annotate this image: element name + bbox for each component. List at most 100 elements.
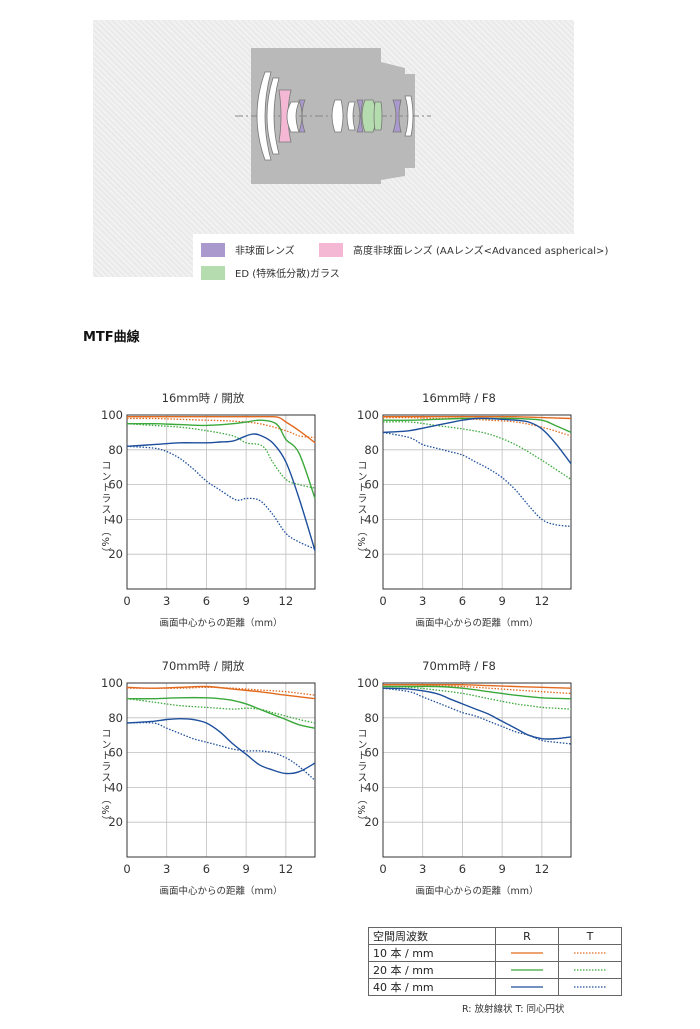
mtf-chart-4: 70mm時 / F8 0 3 6 9 12 100 80 60 40 20 コントラスト（%） 画面中心… [323,653,583,913]
key-header-r: R [495,927,559,945]
lens-diagram [235,48,431,184]
y-tick-label: 20 [364,815,379,829]
x-tick-label: 6 [459,862,466,876]
x-tick-label: 0 [379,862,386,876]
lens-element-12 [404,95,414,137]
x-tick-label: 3 [163,594,170,608]
x-tick-label: 12 [279,862,294,876]
lens-element-asph-2 [356,99,364,133]
key-label-10: 10 本 / mm [368,944,496,962]
lens-element-asph-1 [298,99,306,133]
plot-frame [382,414,572,590]
x-tick-label: 0 [379,594,386,608]
series-40-t [126,445,316,550]
plot-frame [126,682,316,858]
series-20-r [383,685,572,700]
y-tick-label: 100 [101,408,123,422]
y-tick-label: 20 [108,815,123,829]
key-header-freq: 空間周波数 [368,927,496,945]
chart-title: 70mm時 / F8 [422,659,496,673]
series-20-r [126,419,316,499]
section-title: MTF曲線 [83,330,140,345]
y-tick-label: 20 [364,547,379,561]
mtf-chart-1: 16mm時 / 開放 0 3 6 9 12 100 80 60 40 20 コントラスト（%） 画面中心… [67,385,327,645]
y-tick-label: 80 [364,443,379,457]
y-axis-label: コントラスト（%） [99,728,110,827]
x-axis-label: 画面中心からの距離（mm） [415,618,539,629]
key-line-10-r [511,951,543,954]
mtf-chart-3: 70mm時 / 開放 0 3 6 9 12 100 80 60 40 20 コントラスト（%） 画面中心… [67,653,327,913]
x-tick-label: 6 [203,594,210,608]
key-label-40: 40 本 / mm [368,978,496,996]
lens-element-asph-3 [392,99,402,133]
series-40-r [126,433,316,551]
x-tick-label: 12 [279,594,294,608]
legend-item-aa: 高度非球面レンズ (AAレンズ<Advanced aspherical>) [319,242,608,257]
legend-label-aspherical: 非球面レンズ [235,246,295,257]
lens-element-6 [331,99,344,133]
chart-title: 16mm時 / 開放 [161,391,245,405]
swatch-ed [201,265,225,280]
y-tick-label: 100 [357,676,379,690]
key-line-20-t [574,968,606,971]
key-line-10-t [574,951,606,954]
series-40-r [126,717,316,775]
y-tick-label: 60 [364,478,379,492]
y-tick-label: 80 [108,443,123,457]
x-tick-label: 6 [203,862,210,876]
y-tick-label: 40 [108,512,123,526]
chart-plot: 0 3 6 9 12 100 80 60 40 20 [101,676,316,876]
series-20-t [382,685,572,710]
swatch-aa [319,242,343,257]
x-axis-label: 画面中心からの距離（mm） [159,618,283,629]
chart-plot: 0 3 6 9 12 100 80 60 40 20 [357,676,572,876]
lens-element-aa [278,89,292,143]
lens-element-ed-2 [373,101,383,131]
key-header-row: 空間周波数 R T [368,927,622,945]
y-axis-label: コントラスト（%） [99,460,110,559]
y-tick-label: 60 [108,746,123,760]
x-axis-label: 画面中心からの距離（mm） [159,886,283,897]
frequency-key-table: 空間周波数 R T 10 本 / mm 20 本 / mm 40 本 / mm [368,927,622,996]
chart-title: 70mm時 / 開放 [161,659,245,673]
key-row-20: 20 本 / mm [368,961,622,979]
direction-note: R: 放射線状 T: 同心円状 [462,1004,565,1015]
x-tick-label: 12 [535,862,550,876]
y-tick-label: 40 [364,780,379,794]
series-10-t [382,416,572,437]
x-tick-label: 0 [123,594,130,608]
lens-element-1 [256,71,272,161]
y-tick-label: 20 [108,547,123,561]
chart-plot: 0 3 6 9 12 100 80 60 40 20 [357,408,572,608]
series-10-t [382,684,572,695]
key-line-40-r [511,985,543,988]
series-40-t [126,721,316,781]
y-tick-label: 100 [101,676,123,690]
y-tick-label: 80 [364,711,379,725]
legend-item-aspherical: 非球面レンズ [201,242,295,257]
legend-label-ed: ED (特殊低分散)ガラス [235,269,340,280]
series-40-t [382,431,572,528]
y-tick-label: 40 [108,780,123,794]
lens-element-2 [266,77,280,155]
x-tick-label: 0 [123,862,130,876]
x-tick-label: 6 [459,594,466,608]
chart-title: 16mm時 / F8 [422,391,496,405]
y-tick-label: 60 [108,478,123,492]
plot-frame [382,682,572,858]
mtf-chart-2: 16mm時 / F8 0 3 6 9 12 100 80 60 40 20 コントラスト（%） 画面中心… [323,385,583,645]
key-line-20-r [511,968,543,971]
series-10-r [126,415,316,444]
key-row-40: 40 本 / mm [368,978,622,996]
y-tick-label: 80 [108,711,123,725]
y-tick-label: 40 [364,512,379,526]
key-header-t: T [558,927,622,945]
x-tick-label: 9 [242,862,249,876]
key-line-40-t [574,985,606,988]
chart-plot: 0 3 6 9 12 100 80 60 40 20 [101,408,316,608]
x-tick-label: 12 [535,594,550,608]
series-10-r [383,415,572,420]
key-row-10: 10 本 / mm [368,944,622,962]
plot-frame [126,414,316,590]
x-tick-label: 3 [419,594,426,608]
